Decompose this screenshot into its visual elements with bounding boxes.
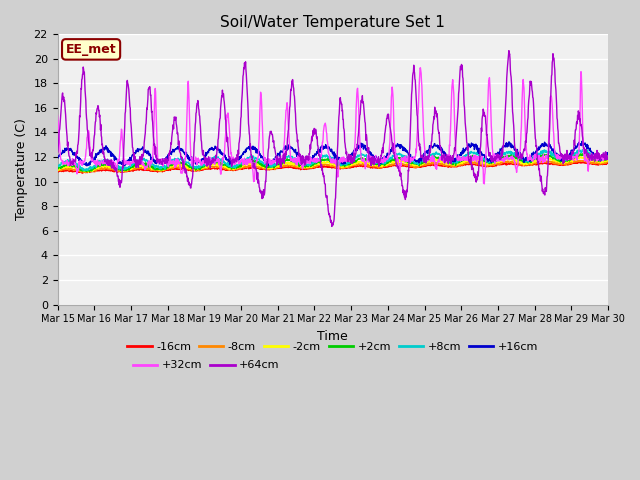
Text: EE_met: EE_met	[66, 43, 116, 56]
Legend: +32cm, +64cm: +32cm, +64cm	[129, 356, 284, 375]
Y-axis label: Temperature (C): Temperature (C)	[15, 119, 28, 220]
X-axis label: Time: Time	[317, 330, 348, 343]
Title: Soil/Water Temperature Set 1: Soil/Water Temperature Set 1	[220, 15, 445, 30]
